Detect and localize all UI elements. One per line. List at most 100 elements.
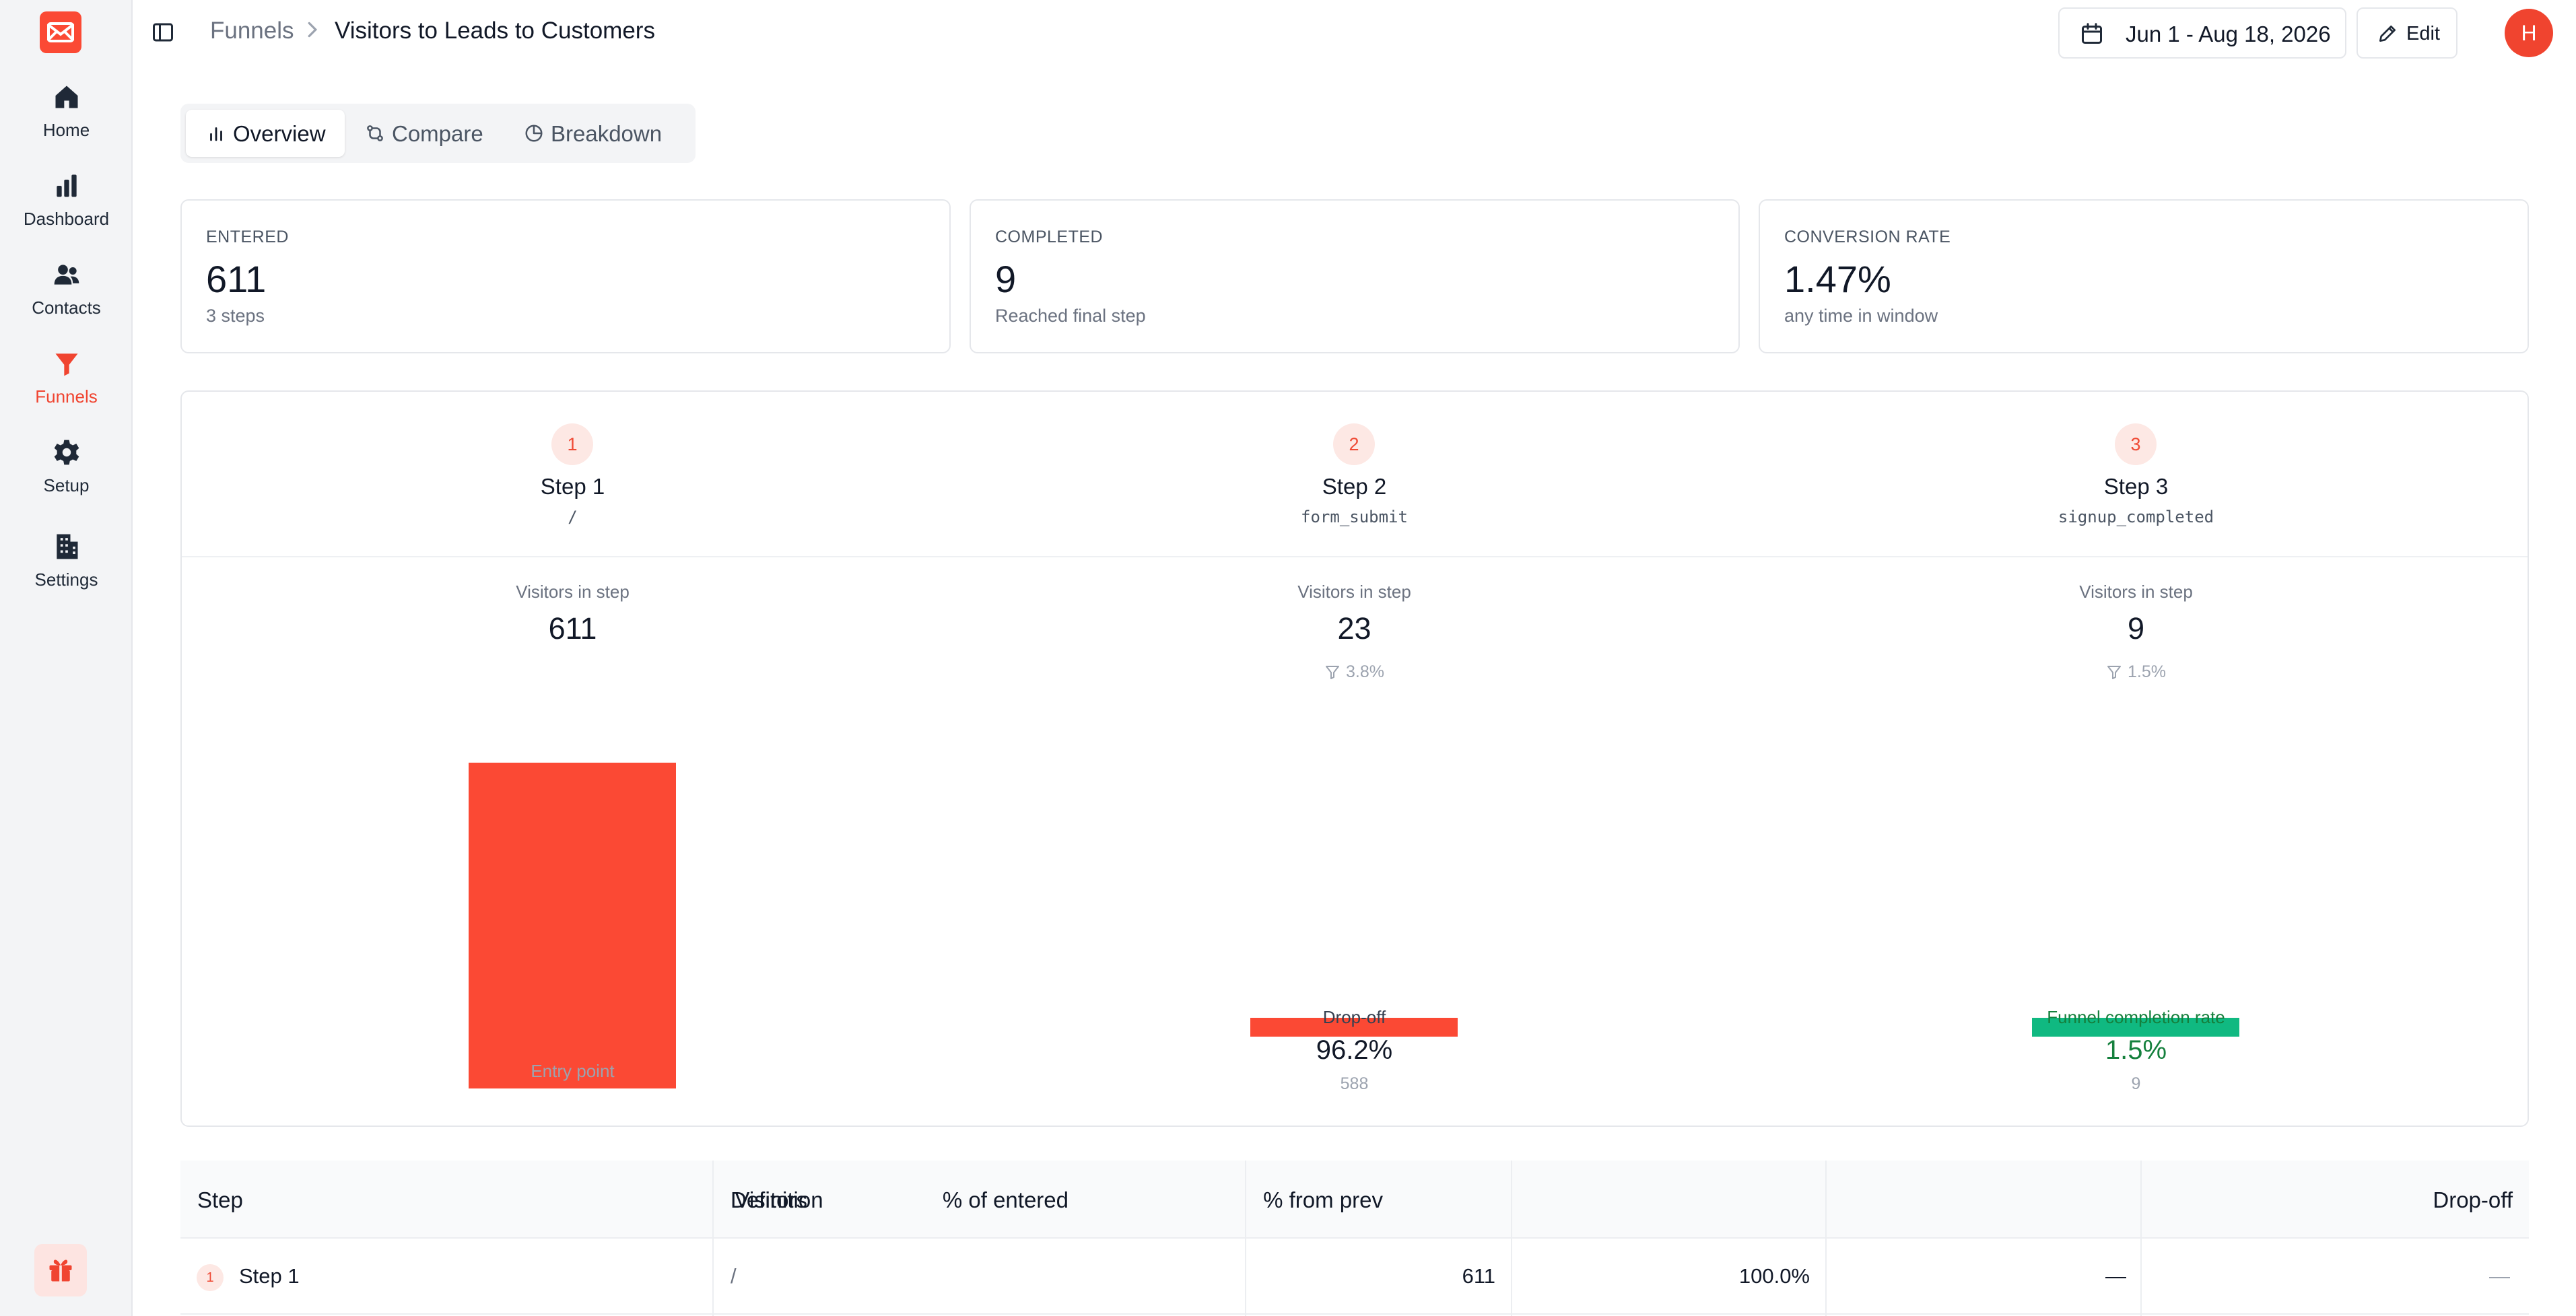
step-number-badge: 2 (1333, 423, 1375, 465)
nav-label-settings: Settings (34, 569, 98, 590)
compare-icon (365, 123, 385, 143)
column-divider (1511, 1161, 1512, 1316)
edit-label: Edit (2406, 23, 2440, 44)
pencil-icon (2377, 23, 2398, 44)
date-range-label: Jun 1 - Aug 18, 2026 (2126, 22, 2331, 46)
tab-overview[interactable]: Overview (186, 110, 345, 157)
column-divider (712, 1161, 714, 1316)
step-definition: / (568, 508, 578, 526)
funnel-step-3: 3 Step 3 signup_completed Visitors in st… (1745, 392, 2527, 1125)
gift-icon (49, 1259, 72, 1282)
visitors-label: Visitors in step (1297, 582, 1411, 602)
drop-off-label: Drop-off (1322, 1007, 1386, 1027)
page-title: Visitors to Leads to Customers (335, 18, 655, 44)
stat-label: COMPLETED (995, 228, 1104, 246)
stat-subtext: any time in window (1784, 306, 1938, 326)
visitors-label: Visitors in step (2079, 582, 2193, 602)
column-header-drop-off[interactable]: Drop-off (2433, 1187, 2513, 1212)
stat-value: 611 (206, 258, 267, 300)
funnel-bar[interactable] (1250, 1018, 1458, 1037)
home-icon (52, 82, 81, 112)
stat-subtext: Reached final step (995, 306, 1146, 326)
nav-label-dashboard: Dashboard (23, 209, 110, 229)
cell-visitors: 611 (1462, 1264, 1495, 1288)
step-conversion: 3.8% (963, 662, 1745, 682)
stat-value: 1.47% (1784, 258, 1891, 300)
stat-value: 9 (995, 258, 1017, 300)
nav-item-dashboard[interactable]: Dashboard (0, 171, 133, 245)
stat-subtext: 3 steps (206, 306, 265, 326)
breadcrumb-funnels-link[interactable]: Funnels (210, 18, 294, 44)
column-divider (1825, 1161, 1827, 1316)
funnel-bar[interactable] (2032, 1018, 2239, 1037)
edit-button[interactable]: Edit (2357, 7, 2458, 59)
column-divider (2140, 1161, 2142, 1316)
funnel-step-1: 1 Step 1 / Visitors in step 611 Entry po… (182, 392, 963, 1125)
funnel-icon (52, 349, 81, 378)
gift-button[interactable] (34, 1244, 87, 1296)
cell-definition: / (731, 1264, 737, 1288)
logo-icon[interactable] (40, 11, 81, 53)
avatar[interactable]: H (2505, 9, 2553, 57)
nav-label-funnels: Funnels (35, 386, 98, 407)
step-number-badge: 1 (197, 1264, 224, 1291)
sidebar-toggle-icon (153, 23, 173, 42)
completion-count: 9 (2131, 1074, 2141, 1093)
visitors-count: 9 (2127, 611, 2145, 646)
cell-pct-prev: — (2105, 1264, 2126, 1288)
sidebar-toggle-button[interactable] (151, 20, 175, 44)
step-number-badge: 1 (551, 423, 593, 465)
building-icon (52, 532, 81, 561)
table-header: Step Definition Visitors % of entered % … (180, 1161, 2529, 1239)
tab-overview-label: Overview (233, 121, 326, 146)
step-conversion: 1.5% (1745, 662, 2527, 682)
stat-card-conversion-rate: CONVERSION RATE 1.47% any time in window (1759, 199, 2529, 353)
bar-chart-icon (52, 171, 81, 201)
drop-off-count: 588 (1340, 1074, 1369, 1093)
cell-pct-entered: 100.0% (1738, 1264, 1810, 1288)
conversion-value: 1.5% (2128, 662, 2166, 681)
users-icon (52, 260, 81, 289)
funnel-chart: 1 Step 1 / Visitors in step 611 Entry po… (180, 390, 2529, 1127)
stat-card-entered: ENTERED 611 3 steps (180, 199, 951, 353)
drop-off-value: 96.2% (1316, 1035, 1393, 1065)
step-name: Step 2 (1322, 474, 1387, 499)
nav-label-contacts: Contacts (32, 298, 101, 318)
funnel-icon (1326, 666, 1339, 679)
column-header-visitors[interactable]: Visitors (735, 1187, 807, 1212)
nav-item-settings[interactable]: Settings (0, 532, 133, 606)
column-divider (1245, 1161, 1246, 1316)
column-header-definition[interactable]: Definition (731, 1187, 823, 1212)
completion-rate-label: Funnel completion rate (2047, 1007, 2225, 1027)
nav-label-home: Home (42, 120, 90, 140)
divider (182, 556, 2528, 557)
nav-item-setup[interactable]: Setup (0, 438, 133, 512)
funnel-bar[interactable] (469, 763, 676, 1088)
nav-label-setup: Setup (43, 475, 90, 495)
pie-chart-icon (524, 123, 544, 143)
nav-item-funnels[interactable]: Funnels (0, 349, 133, 423)
tab-compare[interactable]: Compare (345, 110, 504, 157)
nav-item-contacts[interactable]: Contacts (0, 260, 133, 334)
column-header-pct-prev[interactable]: % from prev (1263, 1187, 1383, 1212)
gear-icon (52, 438, 81, 467)
entry-point-label: Entry point (531, 1061, 615, 1081)
funnel-step-2: 2 Step 2 form_submit Visitors in step 23… (963, 392, 1745, 1125)
steps-table: Step Definition Visitors % of entered % … (180, 1161, 2529, 1316)
table-row[interactable]: 1 Step 1 / 611 100.0% — — (180, 1239, 2529, 1315)
step-name: Step 3 (2103, 474, 2169, 499)
step-number-badge: 3 (2115, 423, 2157, 465)
nav-item-home[interactable]: Home (0, 82, 133, 156)
step-definition: form_submit (1301, 508, 1408, 526)
stat-label: ENTERED (206, 228, 289, 246)
column-header-pct-entered[interactable]: % of entered (942, 1187, 1069, 1212)
cell-drop-off: — (2489, 1264, 2510, 1288)
stat-label: CONVERSION RATE (1784, 228, 1951, 246)
step-definition: signup_completed (2058, 508, 2214, 526)
date-range-button[interactable]: Jun 1 - Aug 18, 2026 (2058, 7, 2346, 59)
visitors-count: 23 (1337, 611, 1371, 646)
visitors-count: 611 (548, 611, 597, 646)
tab-breakdown[interactable]: Breakdown (504, 110, 691, 157)
column-header-step[interactable]: Step (197, 1187, 243, 1212)
stat-card-completed: COMPLETED 9 Reached final step (970, 199, 1740, 353)
